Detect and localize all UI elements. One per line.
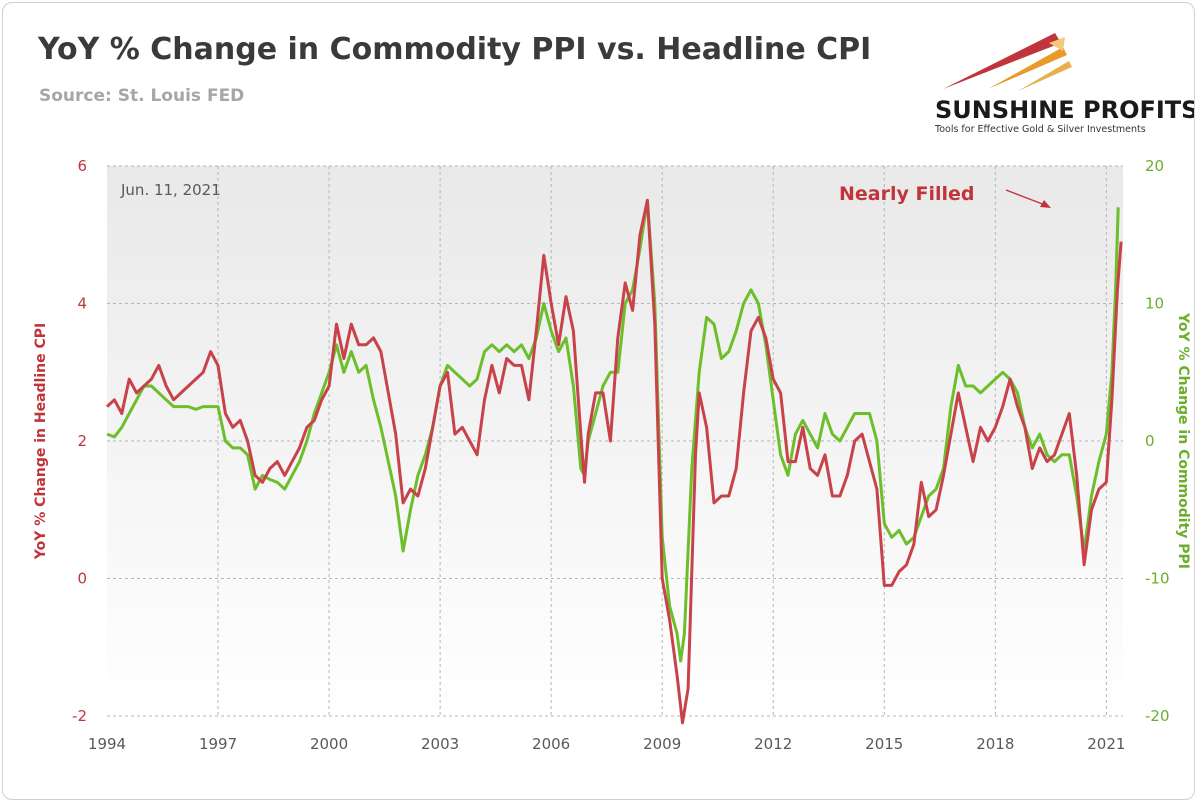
chart-source: Source: St. Louis FED — [39, 86, 244, 106]
x-tick-label: 1997 — [199, 735, 237, 753]
left-tick-label: -2 — [72, 707, 87, 725]
logo-tagline: Tools for Effective Gold & Silver Invest… — [934, 124, 1146, 135]
sunshine-profits-logo: SUNSHINE PROFITS Tools for Effective Gol… — [934, 33, 1195, 135]
left-tick-label: 0 — [77, 570, 87, 588]
left-tick-label: 2 — [77, 432, 87, 450]
x-tick-label: 2009 — [643, 735, 681, 753]
left-axis-title: YoY % Change in Headline CPI — [33, 323, 49, 560]
right-tick-label: 0 — [1145, 432, 1155, 450]
right-axis-ticks: -20 -10 0 10 20 — [1145, 157, 1170, 725]
date-label: Jun. 11, 2021 — [120, 181, 221, 199]
x-axis-ticks: 1994 1997 2000 2003 2006 2009 2012 2015 2018 2021 — [88, 735, 1126, 753]
right-axis-title: YoY % Change in Commodity PPI — [1175, 312, 1191, 569]
x-tick-label: 2000 — [310, 735, 348, 753]
x-tick-label: 2006 — [532, 735, 570, 753]
chart-title: YoY % Change in Commodity PPI vs. Headli… — [37, 32, 871, 67]
sun-rays-icon — [943, 33, 1072, 91]
right-tick-label: -10 — [1145, 570, 1170, 588]
left-axis-ticks: -2 0 2 4 6 — [72, 157, 87, 725]
left-tick-label: 6 — [77, 157, 87, 175]
right-tick-label: 10 — [1145, 295, 1164, 313]
x-tick-label: 2018 — [976, 735, 1014, 753]
grid-lines — [107, 165, 1123, 717]
series-line-commodity-ppi — [106, 198, 1120, 663]
x-tick-label: 2021 — [1087, 735, 1125, 753]
series-line-headline-cpi — [105, 198, 1123, 725]
right-tick-label: 20 — [1145, 157, 1164, 175]
logo-name: SUNSHINE PROFITS — [935, 96, 1195, 124]
right-tick-label: -20 — [1145, 707, 1170, 725]
annotation-nearly-filled: Nearly Filled — [839, 183, 975, 205]
x-tick-label: 2012 — [754, 735, 792, 753]
x-tick-label: 2003 — [421, 735, 459, 753]
annotation-arrow — [1005, 189, 1051, 208]
x-tick-label: 2015 — [865, 735, 903, 753]
x-tick-label: 1994 — [88, 735, 126, 753]
left-tick-label: 4 — [77, 295, 87, 313]
chart-figure: YoY % Change in Commodity PPI vs. Headli… — [33, 32, 1195, 753]
